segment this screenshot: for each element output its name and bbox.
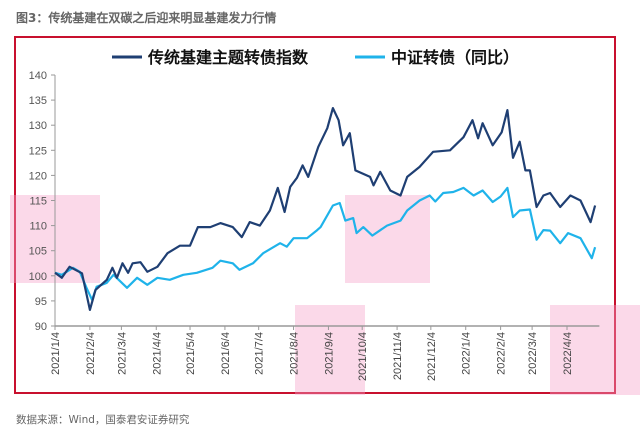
y-tick-label: 120 [29,170,47,182]
x-tick-label: 2021/10/4 [357,332,369,381]
chart-frame [14,36,616,394]
figure-title: 图3：传统基建在双碳之后迎来明显基建发力行情 [16,11,277,25]
x-tick-label: 2022/1/4 [461,332,473,375]
x-tick-label: 2021/2/4 [85,332,97,375]
legend-label-series1: 传统基建主题转债指数 [147,48,309,67]
y-tick-label: 110 [29,221,47,233]
y-tick-label: 105 [29,246,47,258]
x-tick-label: 2021/4/4 [151,332,163,375]
x-tick-label: 2021/12/4 [426,332,438,381]
series-line-2 [54,186,597,301]
axes: 90 95 100 105 110 115 120 125 130 135 140 2021/1/4 2… [29,70,600,381]
y-tick-label: 140 [29,70,47,82]
y-tick-label: 100 [29,271,47,283]
x-tick-label: 2022/4/4 [562,332,574,375]
series-line-1 [54,106,597,311]
x-tick-label: 2021/9/4 [323,332,335,375]
x-tick-label: 2022/2/4 [496,332,508,375]
x-tick-label: 2021/5/4 [185,332,197,375]
legend: 传统基建主题转债指数 中证转债（同比） [112,48,519,67]
y-tick-label: 125 [29,145,47,157]
x-tick-label: 2022/3/4 [527,332,539,375]
y-tick-label: 90 [35,321,47,333]
y-tick-label: 115 [29,196,47,208]
data-source-note: 数据来源：Wind，国泰君安证券研究 [16,414,190,426]
y-tick-label: 130 [29,120,47,132]
x-tick-label: 2021/1/4 [50,332,62,375]
x-tick-label: 2021/11/4 [392,332,404,380]
series-lines [54,106,597,311]
y-tick-label: 135 [29,95,47,107]
x-tick-label: 2021/3/4 [116,332,128,375]
x-tick-label: 2021/8/4 [289,332,301,375]
y-tick-label: 95 [35,296,47,308]
x-tick-label: 2021/7/4 [254,332,266,375]
legend-label-series2: 中证转债（同比） [391,48,519,67]
x-tick-label: 2021/6/4 [220,332,232,375]
